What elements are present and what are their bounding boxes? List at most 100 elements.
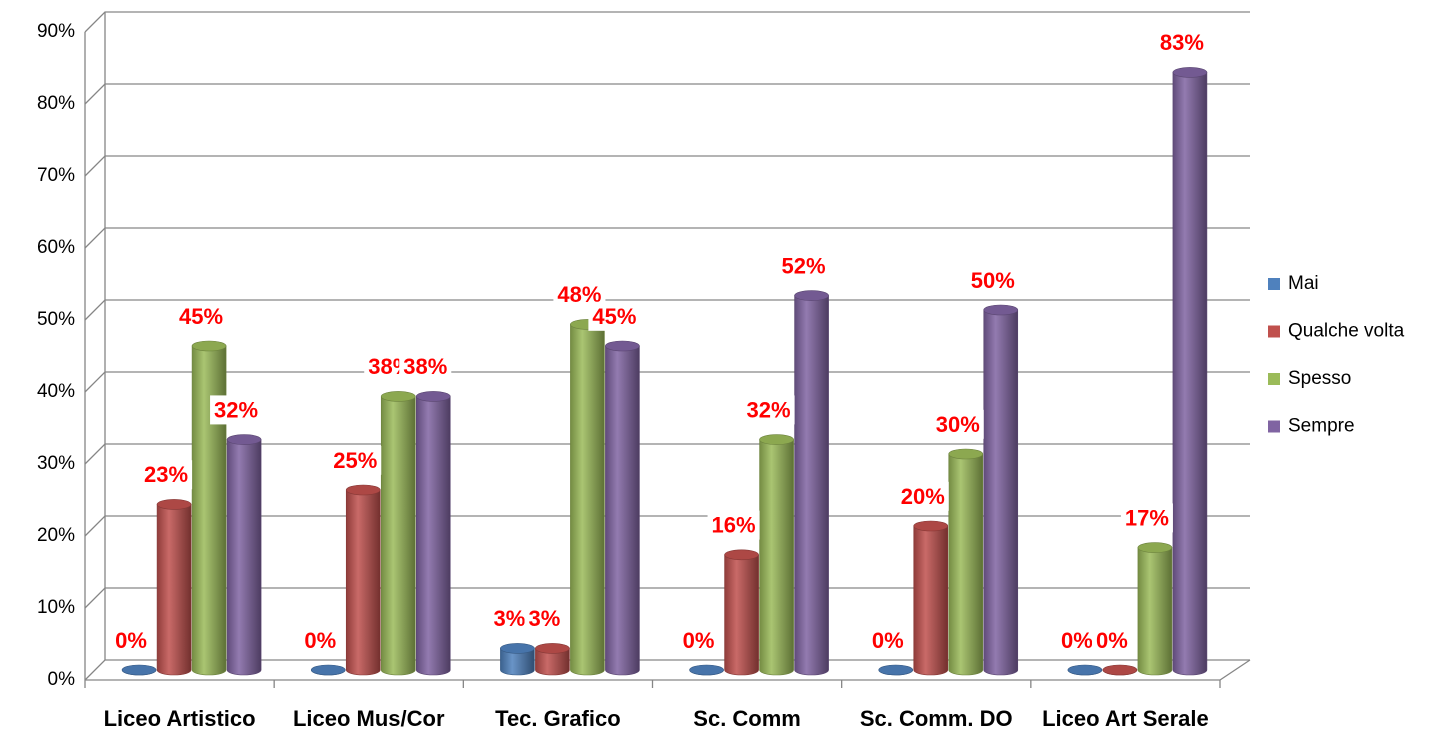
cylinder <box>759 434 794 676</box>
y-tick-label: 90% <box>37 21 75 42</box>
value-label-bg <box>210 395 263 425</box>
value-label: 0% <box>115 628 147 653</box>
cylinder <box>121 664 157 676</box>
cylinder <box>226 434 262 676</box>
value-label-bg <box>175 301 228 331</box>
legend-label: Qualche volta <box>1288 321 1405 342</box>
cylinder-top <box>1102 664 1138 676</box>
cylinder-top <box>878 664 914 676</box>
value-label: 0% <box>683 628 715 653</box>
value-label-bg <box>896 481 949 511</box>
cylinder-body <box>794 295 829 676</box>
value-label: 45% <box>592 304 636 329</box>
legend-swatch <box>1268 373 1280 385</box>
x-tick-label: Sc. Comm <box>693 706 801 731</box>
cylinder <box>310 664 346 676</box>
cylinder-body <box>913 525 949 676</box>
value-label-bg <box>678 625 719 655</box>
value-label: 3% <box>529 606 561 631</box>
cylinder-top <box>156 499 192 510</box>
value-label: 32% <box>214 397 258 422</box>
value-label: 30% <box>936 412 980 437</box>
value-label-bg <box>867 625 908 655</box>
cylinder <box>983 304 1019 676</box>
cylinder-body <box>605 345 640 676</box>
cylinder <box>345 484 381 676</box>
value-label-bg <box>966 265 1019 295</box>
legend-swatch <box>1268 278 1280 290</box>
x-tick-label: Tec. Grafico <box>495 706 621 731</box>
grid-line <box>84 299 1250 321</box>
cylinder <box>1067 664 1103 676</box>
cylinder-top <box>1172 67 1208 78</box>
cylinder-top <box>1067 664 1103 676</box>
cylinder-top <box>535 643 570 654</box>
cylinder-top <box>1137 542 1173 553</box>
value-label: 0% <box>304 628 336 653</box>
cylinder <box>1102 664 1138 676</box>
y-tick-label: 60% <box>37 237 75 258</box>
cylinder-top <box>500 643 535 654</box>
cylinder <box>500 643 535 676</box>
value-label: 0% <box>1096 628 1128 653</box>
value-label: 0% <box>1061 628 1093 653</box>
value-label-bg <box>1057 625 1097 655</box>
value-label: 45% <box>179 304 223 329</box>
cylinder <box>878 664 914 676</box>
cylinder-top <box>310 664 346 676</box>
value-label: 3% <box>494 606 526 631</box>
cylinder-body <box>759 439 794 676</box>
cylinder-body <box>1172 72 1208 676</box>
cylinder <box>605 340 640 676</box>
legend-swatch <box>1268 325 1280 338</box>
value-label: 83% <box>1160 30 1204 55</box>
cylinder-body <box>724 554 759 676</box>
value-label: 50% <box>971 268 1015 293</box>
grid-line <box>84 371 1250 393</box>
y-tick-label: 50% <box>37 309 75 330</box>
cylinder-top <box>689 664 724 676</box>
cylinder <box>689 664 724 676</box>
x-tick-label: Liceo Art Serale <box>1042 706 1209 731</box>
cylinder-body <box>983 309 1019 676</box>
cylinder-top <box>724 549 759 561</box>
value-label-bg <box>931 409 984 439</box>
value-label-bg <box>1155 28 1208 58</box>
value-label-bg <box>524 604 565 634</box>
cylinder <box>948 448 984 676</box>
cylinder-body <box>156 504 192 676</box>
cylinder-body <box>226 439 262 676</box>
value-label-bg <box>707 510 760 540</box>
cylinder <box>156 499 192 676</box>
value-label-bg <box>777 251 830 281</box>
x-tick-label: Liceo Artistico <box>104 706 256 731</box>
cylinder-body <box>570 324 605 676</box>
cylinder <box>380 391 416 676</box>
y-tick-label: 70% <box>37 165 75 186</box>
y-tick-label: 20% <box>37 525 75 546</box>
cylinder-top <box>794 290 829 301</box>
value-label-bg <box>111 625 151 655</box>
cylinder-top <box>605 340 640 352</box>
y-tick-label: 10% <box>37 597 75 618</box>
value-label: 0% <box>872 628 904 653</box>
legend-swatch <box>1268 420 1280 433</box>
value-label-bg <box>300 625 341 655</box>
x-tick-label: Liceo Mus/Cor <box>293 706 445 731</box>
cylinder <box>794 290 829 676</box>
cylinder-body <box>535 648 570 676</box>
cylinder <box>1172 67 1208 676</box>
cylinder-top <box>948 448 984 460</box>
y-tick-label: 40% <box>37 381 75 402</box>
y-tick-label: 80% <box>37 93 75 114</box>
value-label-bg <box>399 352 452 382</box>
value-label: 52% <box>782 253 826 278</box>
legend-label: Spesso <box>1288 368 1351 389</box>
cylinder-body <box>948 453 984 676</box>
cylinder-body <box>415 396 451 676</box>
cylinder <box>1137 542 1173 676</box>
value-label-bg <box>1120 503 1173 533</box>
cylinder-top <box>226 434 262 445</box>
cylinder-top <box>191 340 227 352</box>
value-label-bg <box>1092 625 1132 655</box>
